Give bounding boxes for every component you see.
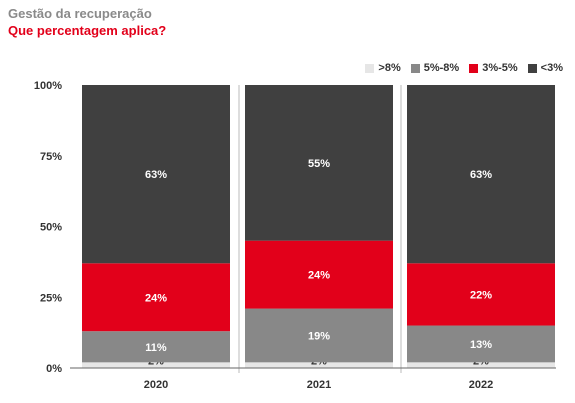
- legend-item-gt8: >8%: [365, 62, 401, 74]
- chart-legend: >8% 5%-8% 3%-5% <3%: [365, 62, 563, 74]
- legend-label-5-8: 5%-8%: [423, 62, 460, 74]
- data-label: 24%: [145, 292, 167, 304]
- legend-swatch-3-5: [469, 63, 479, 73]
- bar-segment: [407, 362, 555, 368]
- bar-segment: [82, 85, 230, 264]
- data-label: 63%: [470, 169, 492, 181]
- legend-label-3-5: 3%-5%: [482, 62, 518, 74]
- bar-segment: [407, 85, 555, 264]
- chart-header: Gestão da recuperação Que percentagem ap…: [8, 6, 166, 39]
- data-label: 19%: [308, 330, 330, 342]
- bar-segment: [407, 263, 555, 326]
- legend-label-gt8: >8%: [378, 62, 401, 74]
- bar-segment: [245, 240, 393, 309]
- legend-swatch-5-8: [410, 63, 420, 73]
- y-tick-label: 50%: [40, 222, 62, 234]
- data-label: 55%: [308, 158, 330, 170]
- legend-item-lt3: <3%: [527, 62, 563, 74]
- bar-segment: [82, 331, 230, 363]
- data-label: 63%: [145, 169, 167, 181]
- chart-title: Gestão da recuperação: [8, 6, 152, 21]
- bar-segment: [245, 85, 393, 241]
- legend-item-5-8: 5%-8%: [410, 62, 460, 74]
- y-tick-label: 25%: [40, 292, 62, 304]
- bar-segment: [82, 362, 230, 368]
- legend-swatch-gt8: [365, 63, 375, 73]
- bar-segment: [245, 308, 393, 363]
- data-label: 13%: [470, 339, 492, 351]
- x-tick-label: 2021: [307, 379, 331, 391]
- legend-item-3-5: 3%-5%: [469, 62, 518, 74]
- bar-segment: [245, 362, 393, 368]
- legend-label-lt3: <3%: [540, 62, 563, 74]
- y-tick-label: 75%: [40, 151, 62, 163]
- legend-swatch-lt3: [527, 63, 537, 73]
- chart-subtitle: Que percentagem aplica?: [8, 23, 167, 38]
- data-label: 11%: [145, 342, 167, 354]
- bar-segment: [82, 263, 230, 332]
- x-tick-label: 2022: [469, 379, 493, 391]
- bar-segment: [407, 325, 555, 363]
- y-tick-label: 100%: [34, 80, 62, 92]
- x-tick-label: 2020: [144, 379, 168, 391]
- data-label: 24%: [308, 270, 330, 282]
- data-label: 22%: [470, 289, 492, 301]
- y-tick-label: 0%: [46, 363, 62, 375]
